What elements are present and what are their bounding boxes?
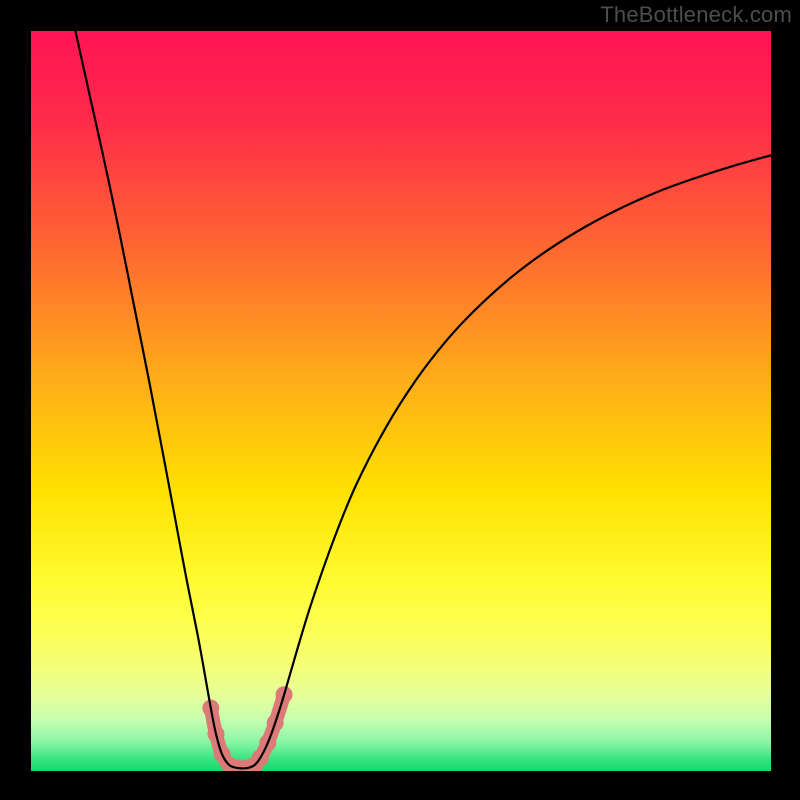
bottleneck-curve-chart: [31, 31, 771, 771]
watermark-text: TheBottleneck.com: [600, 2, 792, 28]
chart-container: TheBottleneck.com: [0, 0, 800, 800]
plot-area: [31, 31, 771, 771]
